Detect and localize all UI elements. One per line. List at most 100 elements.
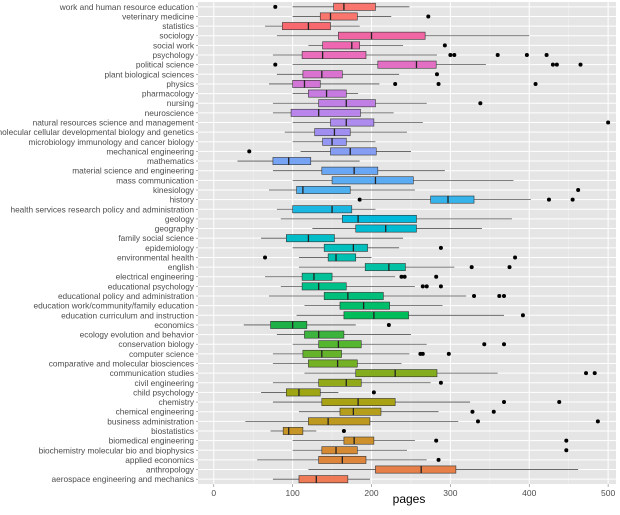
iqr-box bbox=[318, 99, 376, 108]
outlier-point bbox=[438, 245, 443, 250]
box-economics bbox=[243, 321, 391, 329]
category-label: computer science bbox=[129, 349, 194, 359]
iqr-box bbox=[322, 41, 360, 50]
category-label: applied economics bbox=[125, 455, 194, 465]
outlier-point bbox=[470, 409, 475, 414]
outlier-point bbox=[592, 371, 597, 376]
category-label: environmental health bbox=[117, 252, 194, 262]
box-geography bbox=[312, 224, 482, 233]
outlier-point bbox=[263, 255, 268, 260]
x-axis-ticks: 0 100 200 300 400 500 bbox=[211, 484, 615, 498]
outlier-point bbox=[420, 284, 425, 289]
category-label: family social science bbox=[118, 233, 194, 243]
category-label: business administration bbox=[107, 416, 194, 426]
iqr-box bbox=[330, 147, 377, 156]
x-axis-title: pages bbox=[393, 492, 426, 506]
outlier-point bbox=[434, 274, 439, 279]
iqr-box bbox=[318, 340, 362, 349]
outlier-point bbox=[434, 438, 439, 443]
category-label: nursing bbox=[167, 98, 195, 108]
category-label: electrical engineering bbox=[116, 272, 195, 282]
iqr-box bbox=[304, 330, 345, 339]
outlier-point bbox=[502, 294, 507, 299]
outlier-point bbox=[502, 342, 507, 347]
iqr-box bbox=[321, 446, 358, 455]
x-tick-label: 500 bbox=[601, 488, 615, 498]
box-chemical-engineering bbox=[298, 407, 496, 416]
iqr-box bbox=[302, 70, 343, 79]
outlier-point bbox=[502, 400, 507, 405]
outlier-point bbox=[341, 428, 346, 433]
category-label: mechanical engineering bbox=[106, 146, 194, 156]
iqr-box bbox=[355, 369, 438, 378]
iqr-box bbox=[323, 292, 384, 300]
category-label: ecology evolution and behavior bbox=[80, 330, 195, 340]
outlier-point bbox=[247, 149, 252, 154]
x-tick-label: 0 bbox=[211, 488, 216, 498]
category-label: mathematics bbox=[147, 156, 194, 166]
outlier-point bbox=[520, 313, 525, 318]
box-pharmacology bbox=[292, 89, 359, 98]
category-label: work and human resource education bbox=[59, 2, 195, 12]
outlier-point bbox=[513, 255, 518, 260]
outlier-point bbox=[393, 81, 398, 86]
iqr-box bbox=[292, 205, 353, 214]
box-political-science bbox=[273, 60, 583, 69]
box-statistics bbox=[265, 22, 360, 31]
outlier-point bbox=[452, 53, 457, 58]
outlier-point bbox=[273, 62, 278, 67]
box-biostatistics bbox=[270, 427, 346, 435]
iqr-box bbox=[322, 137, 347, 146]
box-chemistry bbox=[272, 398, 562, 406]
box-educational-psychology bbox=[280, 282, 443, 291]
category-label: educational psychology bbox=[108, 281, 195, 291]
box-geology bbox=[280, 214, 512, 223]
box-communication-studies bbox=[304, 369, 597, 378]
category-label: geology bbox=[165, 214, 195, 224]
box-aerospace-engineering-and-mechanics bbox=[272, 475, 370, 484]
box-health-services-research-policy-and-administration bbox=[276, 205, 376, 214]
outlier-point bbox=[386, 322, 391, 327]
box-epidemiology bbox=[292, 243, 443, 252]
outlier-point bbox=[524, 53, 529, 58]
category-label: anthropology bbox=[146, 465, 195, 475]
box-material-science-and-engineering bbox=[272, 166, 445, 175]
category-label: political science bbox=[136, 60, 194, 70]
box-comparative-and-molecular-biosciences bbox=[272, 359, 402, 368]
category-label: sociology bbox=[159, 31, 194, 41]
category-labels: work and human resource educationveterin… bbox=[0, 2, 198, 484]
iqr-box bbox=[338, 31, 426, 40]
category-label: chemical engineering bbox=[116, 407, 195, 417]
iqr-box bbox=[364, 263, 406, 272]
category-label: communication studies bbox=[110, 368, 194, 378]
category-label: education curriculum and instruction bbox=[61, 310, 194, 320]
iqr-box bbox=[375, 465, 457, 474]
box-ecology-evolution-and-behavior bbox=[276, 330, 411, 339]
iqr-box bbox=[282, 22, 331, 31]
iqr-box bbox=[327, 253, 357, 262]
category-label: conservation biology bbox=[118, 339, 194, 349]
box-series bbox=[237, 2, 611, 484]
iqr-box bbox=[343, 436, 375, 445]
box-plant-biological-sciences bbox=[276, 70, 439, 79]
box-education-work-community-family-education bbox=[304, 301, 443, 310]
iqr-box bbox=[286, 388, 321, 397]
iqr-box bbox=[339, 407, 382, 416]
outlier-point bbox=[554, 62, 559, 67]
box-environmental-health bbox=[263, 253, 518, 262]
iqr-box bbox=[330, 118, 375, 127]
outlier-point bbox=[446, 351, 451, 356]
category-label: physics bbox=[166, 79, 194, 89]
iqr-box bbox=[321, 166, 379, 175]
outlier-point bbox=[564, 438, 569, 443]
category-label: molecular cellular developmental biology… bbox=[0, 127, 194, 137]
outlier-point bbox=[357, 197, 362, 202]
category-label: biochemistry molecular bio and biophysic… bbox=[39, 445, 194, 455]
iqr-box bbox=[296, 186, 351, 194]
box-family-social-science bbox=[261, 234, 404, 243]
iqr-box bbox=[298, 475, 349, 484]
box-child-psychology bbox=[261, 388, 376, 397]
outlier-point bbox=[546, 197, 551, 202]
